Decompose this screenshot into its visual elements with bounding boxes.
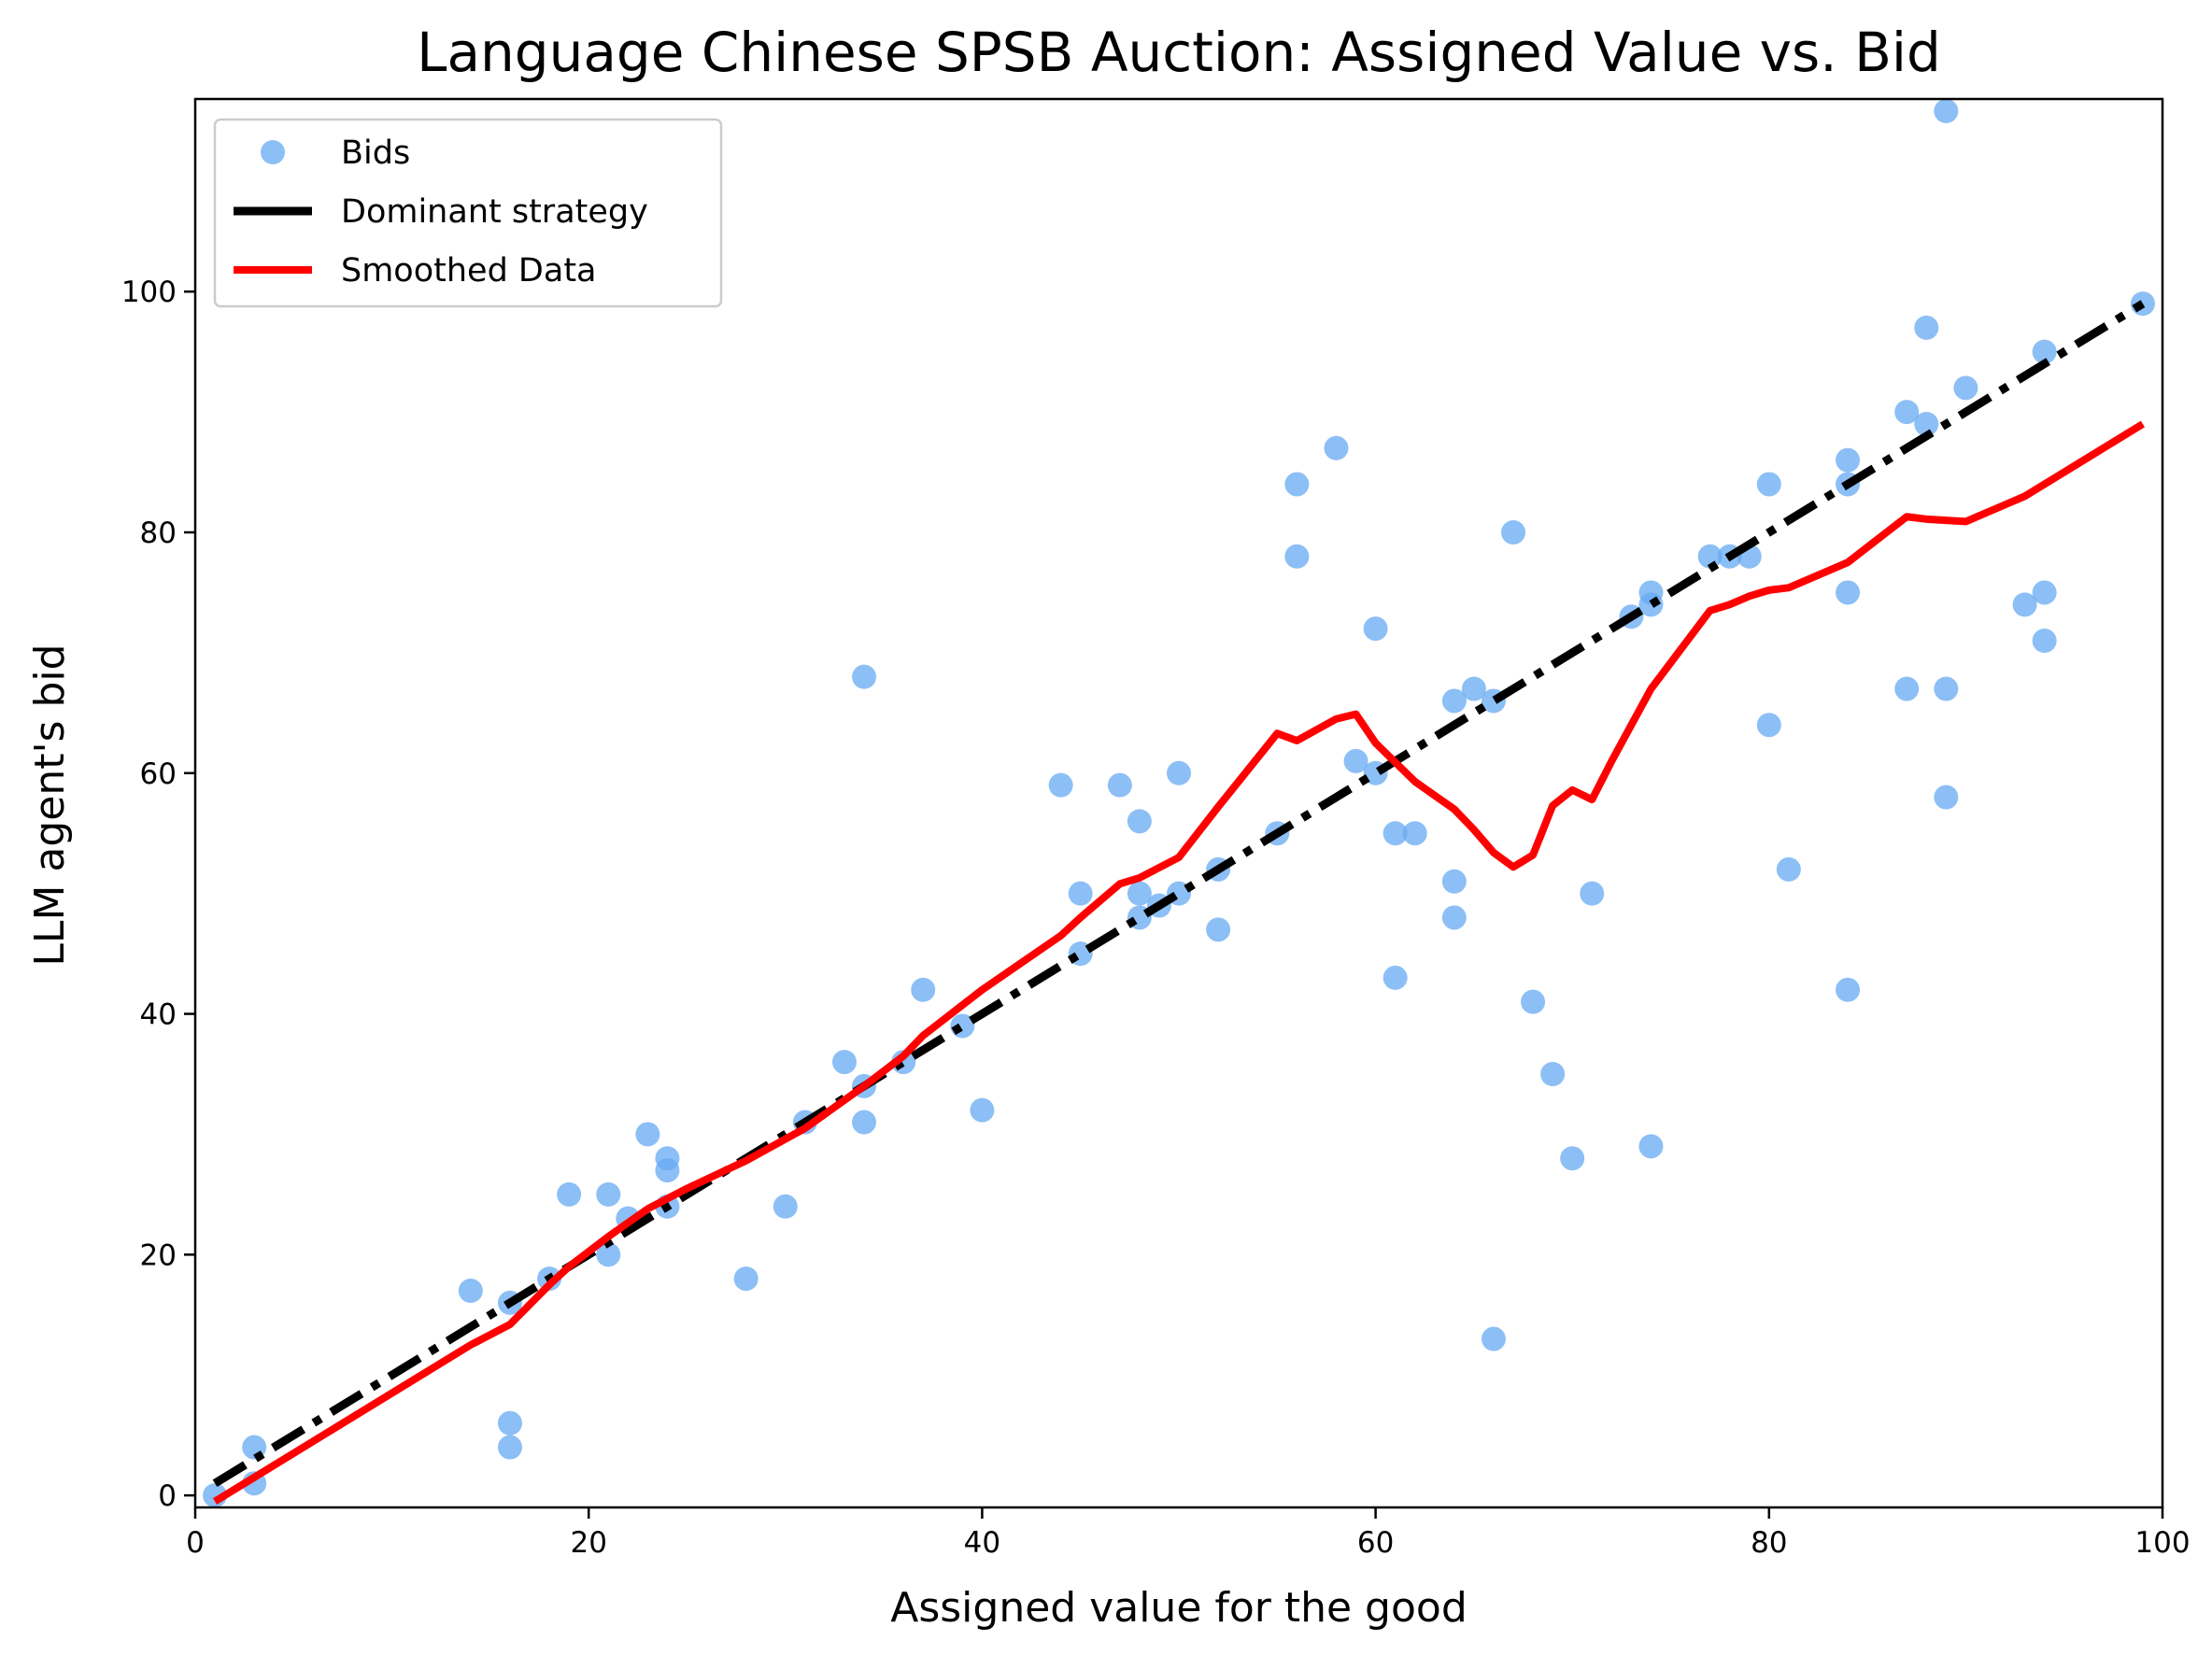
bid-point bbox=[1697, 544, 1723, 569]
bid-point bbox=[1894, 400, 1920, 425]
bid-point bbox=[1934, 676, 1959, 701]
x-axis: 0 20 40 60 80 100 bbox=[186, 1507, 2191, 1560]
bid-point bbox=[1501, 520, 1526, 545]
bid-point bbox=[497, 1410, 522, 1436]
bid-point bbox=[911, 977, 936, 1002]
bid-point bbox=[2032, 580, 2057, 605]
bid-point bbox=[1068, 881, 1093, 906]
bid-point bbox=[1638, 1134, 1664, 1159]
bid-point bbox=[1756, 472, 1781, 497]
bid-point bbox=[1756, 713, 1781, 738]
bid-point bbox=[1127, 809, 1152, 834]
x-tick-label: 40 bbox=[964, 1526, 1000, 1560]
bid-point bbox=[1776, 856, 1801, 882]
bid-point bbox=[852, 1110, 877, 1135]
bid-point bbox=[1836, 447, 1861, 473]
bid-point bbox=[1284, 472, 1310, 497]
plot-frame bbox=[193, 97, 2164, 1509]
y-tick-label: 20 bbox=[140, 1238, 177, 1272]
y-tick-label: 100 bbox=[121, 276, 177, 309]
bid-point bbox=[1441, 869, 1467, 894]
bid-point bbox=[733, 1266, 759, 1292]
legend-marker-bids bbox=[261, 140, 285, 164]
legend-box bbox=[213, 118, 723, 308]
bid-point bbox=[1107, 772, 1132, 798]
bid-point bbox=[497, 1435, 522, 1460]
chart-title: Language Chinese SPSB Auction: Assigned … bbox=[417, 21, 1941, 84]
y-tick-label: 60 bbox=[140, 757, 177, 791]
bid-point bbox=[1894, 676, 1920, 701]
bid-point bbox=[1836, 580, 1861, 605]
bid-point bbox=[1324, 435, 1349, 460]
bid-point bbox=[557, 1181, 582, 1207]
bid-point bbox=[655, 1158, 680, 1183]
bid-point bbox=[1540, 1062, 1566, 1086]
y-tick-label: 0 bbox=[158, 1479, 177, 1513]
legend: Bids Dominant strategy Smoothed Data bbox=[213, 118, 723, 308]
legend-label-smoothed: Smoothed Data bbox=[341, 252, 597, 290]
bid-point bbox=[1481, 1326, 1506, 1351]
bid-point bbox=[1914, 412, 1939, 436]
bid-point bbox=[1441, 905, 1467, 930]
bid-point bbox=[596, 1181, 621, 1207]
bid-point bbox=[1953, 375, 1978, 401]
smoothed-data-line bbox=[212, 420, 2146, 1505]
bids-series bbox=[203, 99, 2155, 1507]
bid-point bbox=[1580, 881, 1605, 906]
bid-point bbox=[1934, 785, 1959, 810]
bid-point bbox=[852, 664, 877, 689]
x-tick-label: 100 bbox=[2134, 1526, 2190, 1560]
bid-point bbox=[1206, 917, 1231, 942]
legend-label-dominant: Dominant strategy bbox=[341, 193, 648, 231]
bid-point bbox=[1402, 821, 1427, 846]
bid-point bbox=[1382, 821, 1408, 846]
bid-point bbox=[1836, 977, 1861, 1002]
bid-point bbox=[1934, 99, 1959, 123]
bid-point bbox=[1167, 760, 1191, 785]
bid-point bbox=[635, 1122, 660, 1147]
plot-area bbox=[203, 99, 2155, 1507]
bid-point bbox=[1127, 881, 1152, 906]
bid-point bbox=[1441, 688, 1467, 714]
bid-point bbox=[1284, 544, 1310, 569]
x-tick-label: 0 bbox=[186, 1526, 205, 1560]
bid-point bbox=[1461, 676, 1486, 701]
x-tick-label: 80 bbox=[1751, 1526, 1787, 1560]
y-tick-label: 40 bbox=[140, 998, 177, 1032]
bid-point bbox=[1560, 1146, 1585, 1171]
y-tick-label: 80 bbox=[140, 516, 177, 550]
bid-point bbox=[2012, 592, 2037, 617]
bid-point bbox=[773, 1194, 798, 1219]
bid-point bbox=[2032, 339, 2057, 364]
bid-point bbox=[2032, 629, 2057, 653]
bid-point bbox=[1521, 989, 1546, 1014]
bid-point bbox=[1363, 616, 1388, 642]
bid-point bbox=[970, 1097, 995, 1123]
y-axis: 0 20 40 60 80 100 bbox=[121, 276, 195, 1513]
bid-point bbox=[1343, 748, 1368, 773]
x-tick-label: 20 bbox=[570, 1526, 606, 1560]
x-axis-label: Assigned value for the good bbox=[890, 1584, 1468, 1632]
legend-label-bids: Bids bbox=[341, 134, 410, 172]
bid-point bbox=[1382, 965, 1408, 990]
x-tick-label: 60 bbox=[1357, 1526, 1394, 1560]
bid-point bbox=[831, 1050, 857, 1075]
bid-point bbox=[458, 1279, 483, 1303]
y-axis-label: LLM agent's bid bbox=[26, 644, 74, 966]
bid-point bbox=[596, 1242, 621, 1267]
bid-point bbox=[1914, 315, 1939, 340]
bid-point bbox=[1048, 772, 1073, 798]
